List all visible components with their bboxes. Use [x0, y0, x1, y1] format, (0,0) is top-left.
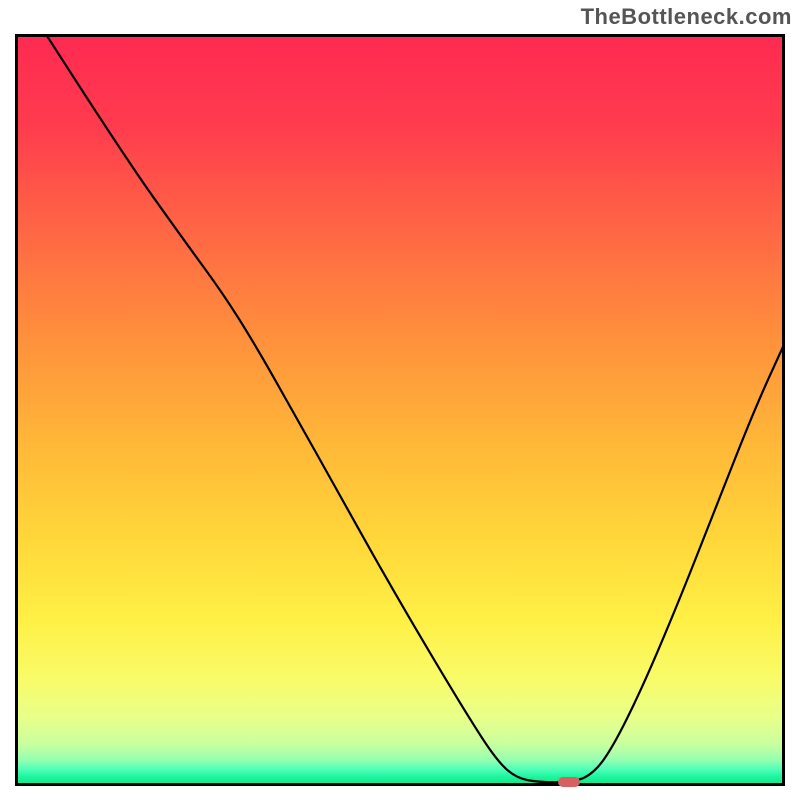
chart-canvas: [15, 34, 785, 786]
attribution-label: TheBottleneck.com: [581, 4, 792, 30]
optimal-point-marker: [558, 777, 580, 787]
bottleneck-chart: [15, 34, 785, 786]
